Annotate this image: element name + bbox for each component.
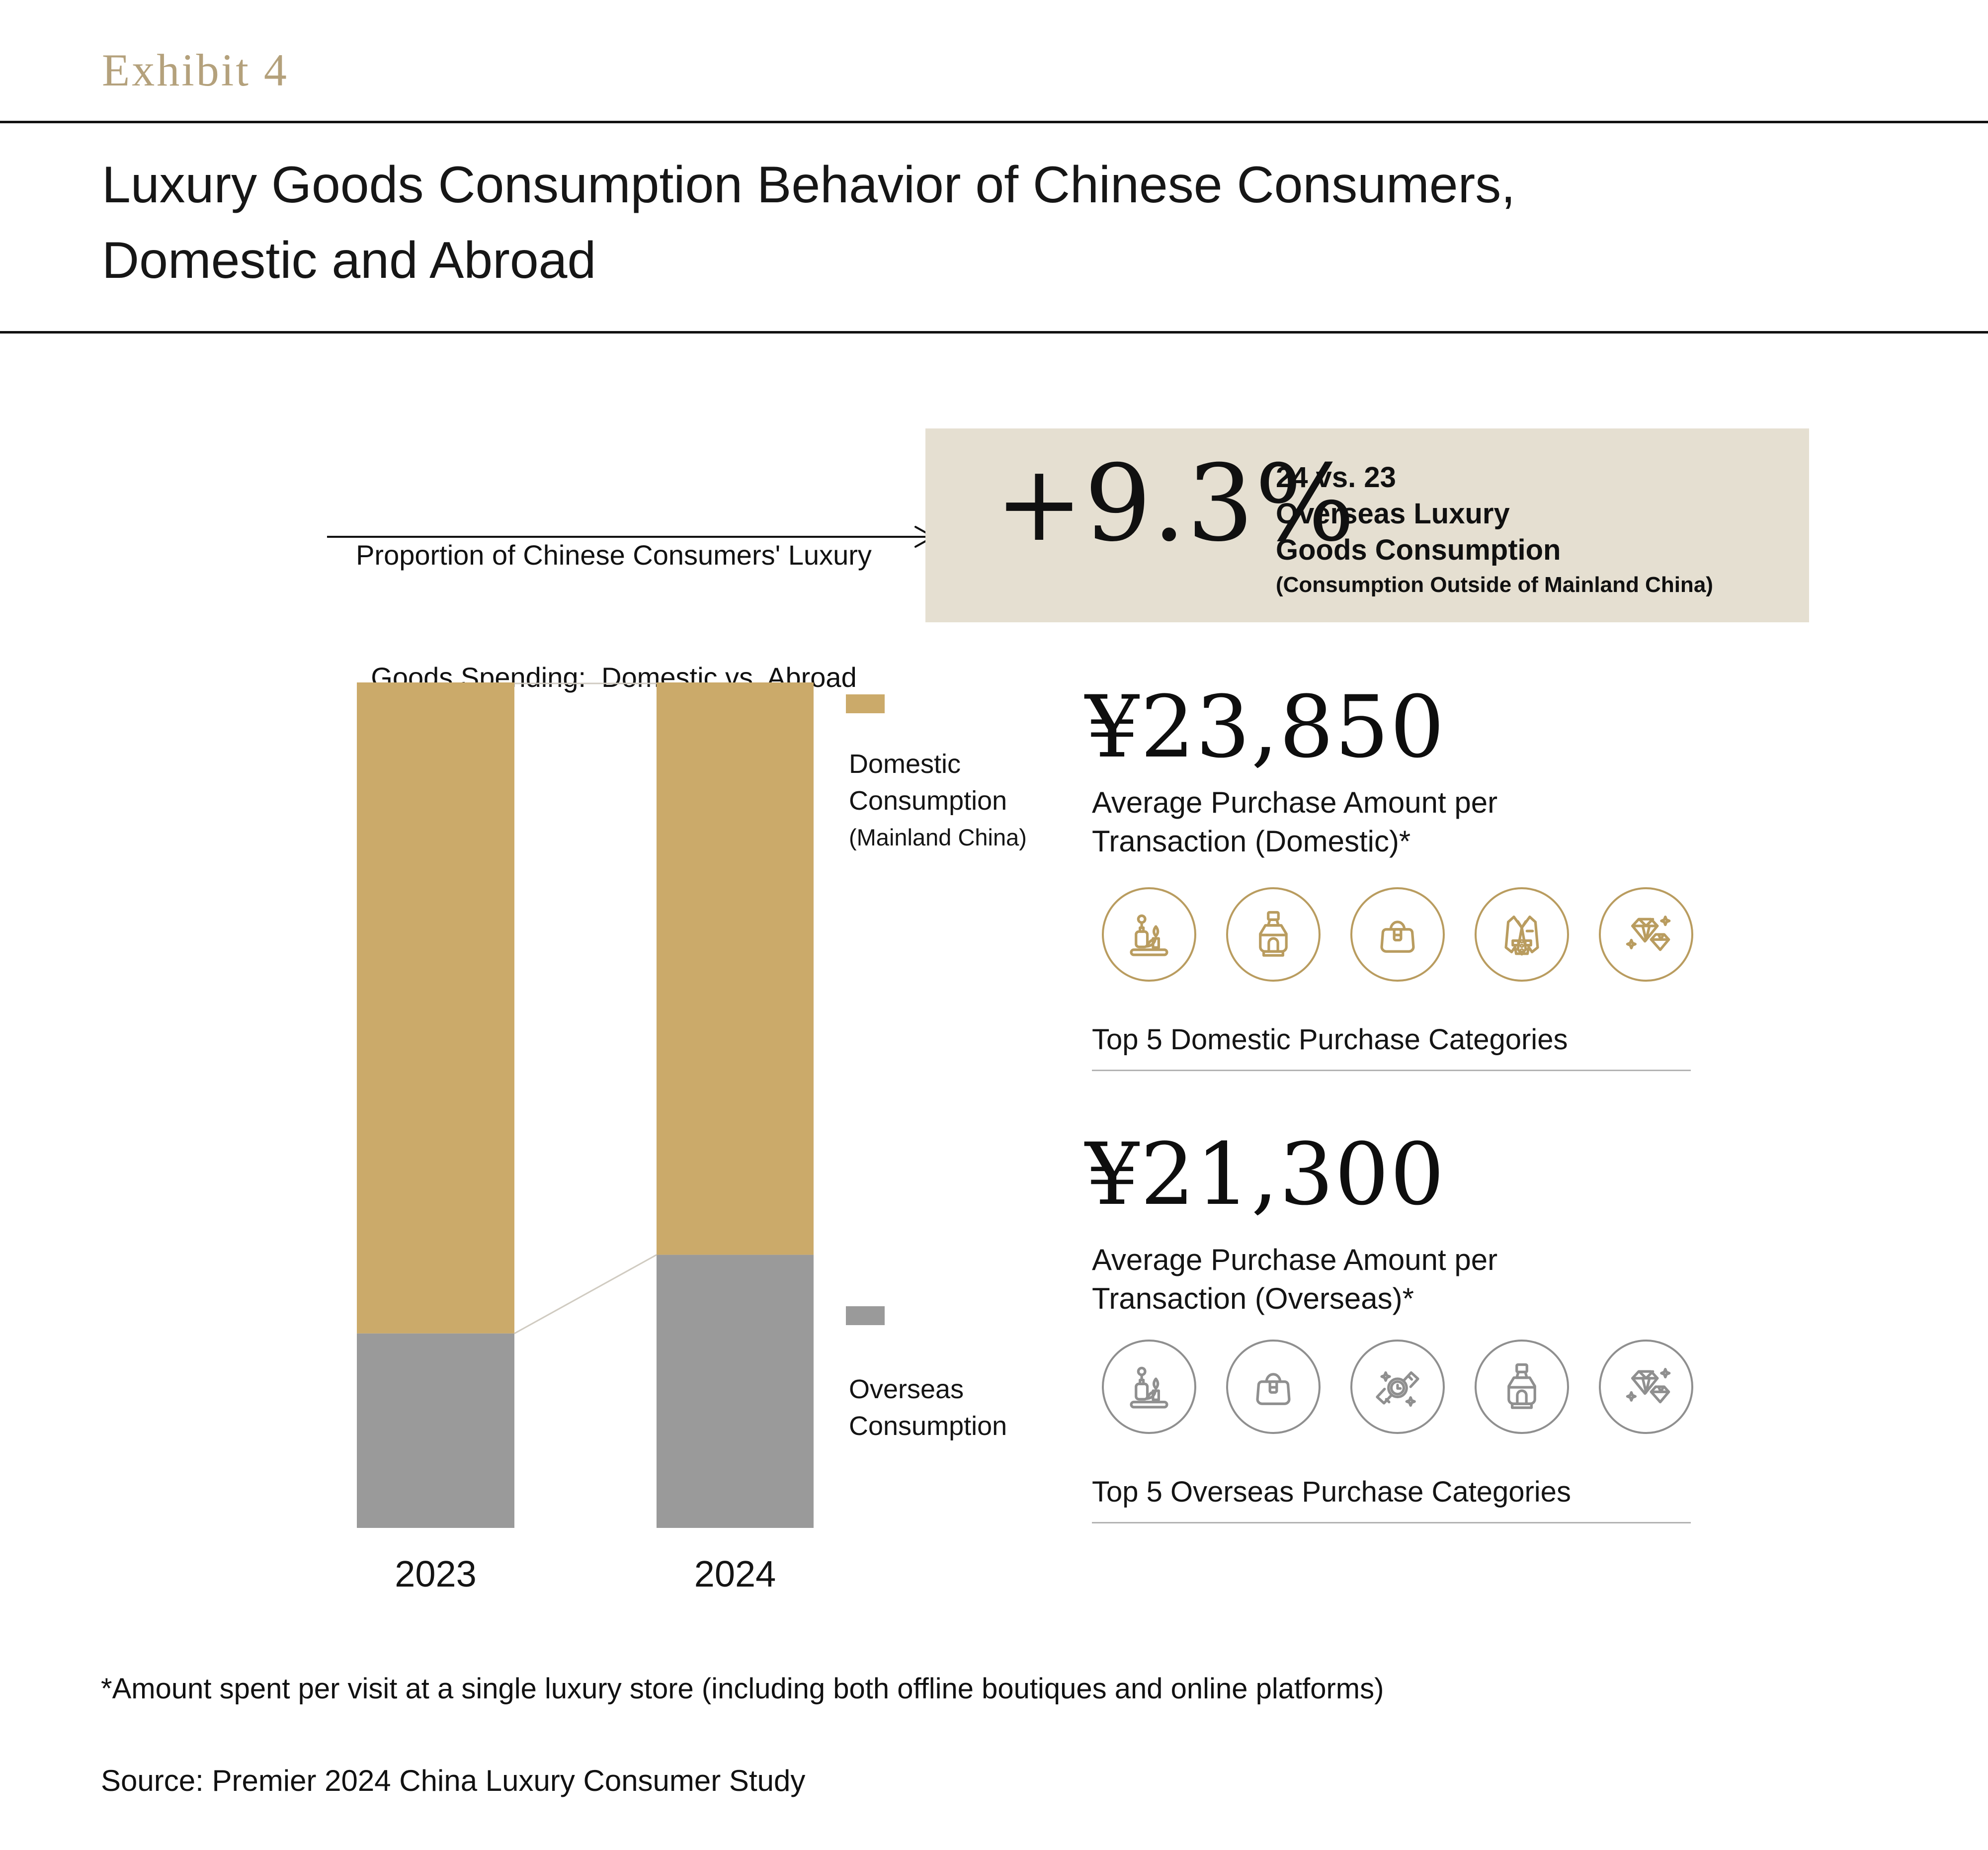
highlight-line-3: Goods Consumption xyxy=(1276,534,1561,566)
source-line: Source: Premier 2024 China Luxury Consum… xyxy=(101,1764,806,1797)
handbag-icon xyxy=(1350,887,1445,982)
overseas-underline xyxy=(1092,1522,1691,1523)
segment-connector-line xyxy=(514,1254,657,1335)
header-bottom-rule xyxy=(0,331,1988,334)
apparel-icon-glyph xyxy=(1504,916,1539,956)
legend-domestic-line-2: Consumption xyxy=(849,786,1007,816)
cosmetics-icon-glyph xyxy=(1130,1366,1168,1409)
highlight-heading: 24 vs. 23 xyxy=(1276,461,1396,494)
x-axis-label-2024: 2024 xyxy=(694,1553,776,1595)
domestic-top5-label: Top 5 Domestic Purchase Categories xyxy=(1092,1023,1568,1056)
domestic-category-icons xyxy=(1102,887,1693,982)
perfume-icon xyxy=(1226,887,1321,982)
bar-2024-domestic xyxy=(657,682,814,1255)
perfume-icon xyxy=(1475,1340,1569,1434)
exhibit-label: Exhibit 4 xyxy=(102,45,289,95)
bar-2023-domestic xyxy=(357,682,514,1334)
highlight-subnote: (Consumption Outside of Mainland China) xyxy=(1276,573,1713,597)
watch-icon-glyph xyxy=(1376,1371,1419,1407)
perfume-icon-glyph xyxy=(1259,911,1288,957)
jewelry-icon xyxy=(1599,1340,1693,1434)
domestic-underline xyxy=(1092,1070,1691,1071)
legend-domestic-line-3: (Mainland China) xyxy=(849,824,1027,850)
jewelry-icon xyxy=(1599,887,1693,982)
legend-overseas-line-2: Consumption xyxy=(849,1411,1007,1441)
stacked-bar-chart xyxy=(357,682,814,1528)
jewelry-icon-glyph xyxy=(1626,916,1671,951)
apparel-icon xyxy=(1475,887,1569,982)
growth-value: +9.3% xyxy=(995,442,1356,565)
overseas-caption-line-2: Transaction (Overseas)* xyxy=(1092,1282,1414,1315)
handbag-icon-glyph xyxy=(1256,1373,1291,1405)
annotation-line-1: Proportion of Chinese Consumers' Luxury xyxy=(356,539,872,571)
legend-overseas-label: Overseas Consumption xyxy=(849,1371,1007,1444)
highlight-box: +9.3% 24 vs. 23 Overseas Luxury Goods Co… xyxy=(925,428,1809,622)
cosmetics-icon-glyph xyxy=(1130,914,1168,956)
legend-domestic-line-1: Domestic xyxy=(849,749,961,779)
domestic-caption-line-2: Transaction (Domestic)* xyxy=(1092,825,1411,858)
highlight-text-block: 24 vs. 23 Overseas Luxury Goods Consumpt… xyxy=(1276,459,1713,599)
page-title-line-1: Luxury Goods Consumption Behavior of Chi… xyxy=(102,156,1516,214)
overseas-top5-label: Top 5 Overseas Purchase Categories xyxy=(1092,1476,1571,1508)
legend-overseas-line-1: Overseas xyxy=(849,1374,964,1404)
overseas-average-amount: ¥21,300 xyxy=(1085,1124,1446,1224)
right-arrow-icon xyxy=(327,526,934,548)
bar-2024-overseas xyxy=(657,1255,814,1528)
cosmetics-icon xyxy=(1102,887,1196,982)
bar-2023-overseas xyxy=(357,1333,514,1528)
watch-icon xyxy=(1350,1340,1445,1434)
overseas-category-icons xyxy=(1102,1340,1693,1434)
domestic-amount-caption: Average Purchase Amount per Transaction … xyxy=(1092,783,1497,861)
handbag-icon xyxy=(1226,1340,1321,1434)
domestic-average-amount: ¥23,850 xyxy=(1085,677,1446,777)
legend-domestic-swatch xyxy=(846,694,885,713)
legend-overseas-swatch xyxy=(846,1306,885,1325)
perfume-icon-glyph xyxy=(1507,1363,1536,1409)
page-title-line-2: Domestic and Abroad xyxy=(102,232,596,289)
top-rule xyxy=(0,121,1988,123)
footnote: *Amount spent per visit at a single luxu… xyxy=(101,1673,1384,1705)
jewelry-icon-glyph xyxy=(1626,1368,1671,1404)
legend-domestic-label: Domestic Consumption (Mainland China) xyxy=(849,746,1027,856)
overseas-amount-caption: Average Purchase Amount per Transaction … xyxy=(1092,1241,1497,1318)
handbag-icon-glyph xyxy=(1380,921,1415,953)
cosmetics-icon xyxy=(1102,1340,1196,1434)
x-axis-label-2023: 2023 xyxy=(395,1553,477,1595)
domestic-caption-line-1: Average Purchase Amount per xyxy=(1092,786,1498,819)
highlight-line-2: Overseas Luxury xyxy=(1276,498,1510,530)
overseas-caption-line-1: Average Purchase Amount per xyxy=(1092,1243,1498,1276)
x-axis-labels: 2023 2024 xyxy=(0,1553,994,1598)
page-title: Luxury Goods Consumption Behavior of Chi… xyxy=(102,147,1515,298)
